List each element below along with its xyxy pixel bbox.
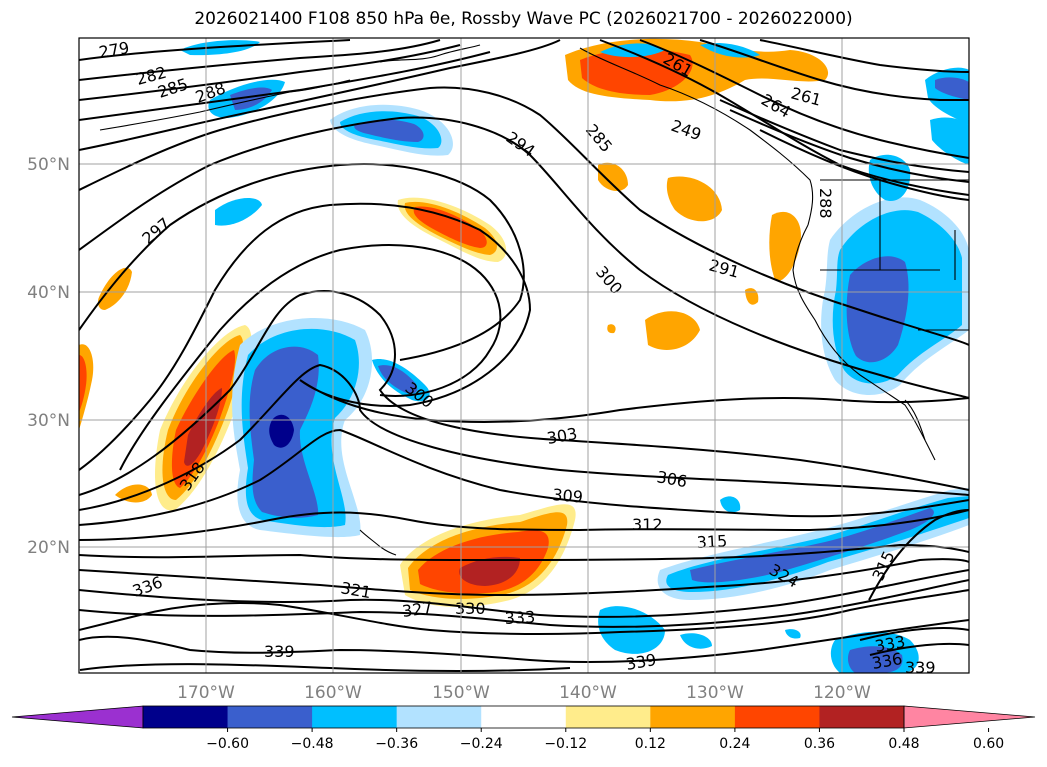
anomaly-fields <box>79 38 969 673</box>
latitude-labels: 50°N 40°N 30°N 20°N <box>27 155 70 558</box>
colorbar-extend-high <box>903 705 1036 729</box>
lat-label: 20°N <box>27 538 70 558</box>
colorbar-tick-label: 0.48 <box>888 736 919 752</box>
lon-label: 140°W <box>559 683 617 703</box>
lat-label: 50°N <box>27 155 70 175</box>
contour-label: 330 <box>455 599 486 618</box>
cool-anomaly-subtropical-band <box>598 606 665 654</box>
contour-label: 339 <box>264 642 295 661</box>
colorbar-segment <box>481 706 567 728</box>
lon-label: 170°W <box>177 683 235 703</box>
contour-label: 315 <box>696 531 727 552</box>
colorbar-segment <box>396 706 482 728</box>
colorbar: −0.60 −0.48 −0.36 −0.24 −0.12 0.12 0.24 0.36 0.4… <box>11 705 1036 752</box>
colorbar-tick-label: −0.60 <box>206 736 249 752</box>
colorbar-segment <box>650 706 736 728</box>
colorbar-segment <box>819 706 905 728</box>
longitude-labels: 170°W 160°W 150°W 140°W 130°W 120°W <box>177 683 871 703</box>
lon-label: 130°W <box>686 683 744 703</box>
colorbar-tick-label: −0.48 <box>291 736 334 752</box>
colorbar-tick-label: −0.12 <box>544 736 587 752</box>
colorbar-outline <box>142 705 905 729</box>
map-frame <box>78 37 970 674</box>
lon-label: 150°W <box>432 683 490 703</box>
contour-label: 339 <box>624 650 657 674</box>
colorbar-tick-label: 0.36 <box>804 736 835 752</box>
theta-e-contours <box>79 39 969 672</box>
contour-label: 288 <box>816 188 835 219</box>
contour-label: 279 <box>97 38 130 62</box>
colorbar-segment <box>143 706 229 728</box>
colorbar-segment <box>565 706 651 728</box>
colorbar-segment <box>227 706 313 728</box>
colorbar-tick-label: 0.60 <box>973 736 1004 752</box>
colorbar-segment <box>312 706 398 728</box>
colorbar-extend-low <box>11 705 144 729</box>
colorbar-segment <box>734 706 820 728</box>
lat-label: 30°N <box>27 411 70 431</box>
lon-label: 160°W <box>304 683 362 703</box>
contour-label: 327 <box>401 598 434 621</box>
lon-label: 120°W <box>813 683 871 703</box>
colorbar-tick-label: −0.24 <box>460 736 503 752</box>
contour-label: 312 <box>632 515 663 534</box>
lat-label: 40°N <box>27 283 70 303</box>
colorbar-tick-label: 0.12 <box>635 736 666 752</box>
graticule <box>79 38 969 673</box>
contour-label: 339 <box>905 658 936 677</box>
contour-label: 333 <box>504 607 535 628</box>
colorbar-tick-label: 0.24 <box>719 736 750 752</box>
colorbar-tick-label: −0.36 <box>375 736 418 752</box>
map-title: 2026021400 F108 850 hPa θe, Rossby Wave … <box>194 9 853 29</box>
contour-label: 309 <box>552 485 584 507</box>
